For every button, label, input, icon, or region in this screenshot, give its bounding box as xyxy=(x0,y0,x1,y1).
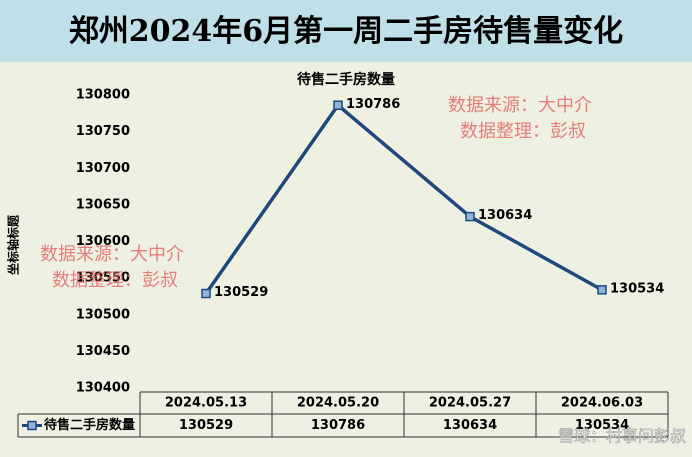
watermark: 数据整理：彭叔 xyxy=(460,121,586,142)
legend-marker xyxy=(27,420,37,431)
y-tick-label: 130400 xyxy=(76,381,130,396)
y-tick-label: 130750 xyxy=(76,124,130,139)
title-banner xyxy=(0,0,692,62)
y-axis-label: 坐标轴标题 xyxy=(6,214,21,275)
point-marker xyxy=(597,285,607,295)
y-tick-label: 130650 xyxy=(76,197,130,212)
y-tick-label: 130800 xyxy=(76,88,130,103)
data-label: 130534 xyxy=(610,281,664,296)
point-marker xyxy=(465,211,475,222)
page-title: 郑州2024年6月第一周二手房待售量变化 xyxy=(69,14,623,49)
point-marker xyxy=(201,288,211,299)
y-tick-label: 130500 xyxy=(76,307,130,322)
data-label: 130634 xyxy=(478,208,532,223)
table-value: 130534 xyxy=(575,418,629,433)
x-tick-label: 2024.05.13 xyxy=(165,396,247,411)
table-value: 130786 xyxy=(311,418,365,433)
y-tick-label: 130600 xyxy=(76,234,130,249)
chart-title: 待售二手房数量 xyxy=(297,71,395,88)
footer-watermark: 雪球：村事问彭叔 xyxy=(558,427,686,446)
y-tick-label: 130700 xyxy=(76,161,130,176)
x-tick-label: 2024.05.27 xyxy=(429,396,511,411)
series-line xyxy=(204,103,603,295)
x-tick-label: 2024.05.20 xyxy=(297,396,379,411)
y-tick-label: 130550 xyxy=(76,271,130,286)
data-label: 130529 xyxy=(214,285,268,300)
watermark: 数据来源：大中介 xyxy=(448,95,592,116)
data-label: 130786 xyxy=(346,97,400,112)
y-tick-label: 130450 xyxy=(76,344,130,359)
x-tick-label: 2024.06.03 xyxy=(561,396,643,411)
table-value: 130529 xyxy=(179,418,233,433)
table-value: 130634 xyxy=(443,418,497,433)
point-marker xyxy=(333,100,343,111)
watermark: 数据来源：大中介 xyxy=(40,244,184,265)
watermark: 数据整理：彭叔 xyxy=(52,270,178,291)
legend-label: 待售二手房数量 xyxy=(43,417,135,433)
